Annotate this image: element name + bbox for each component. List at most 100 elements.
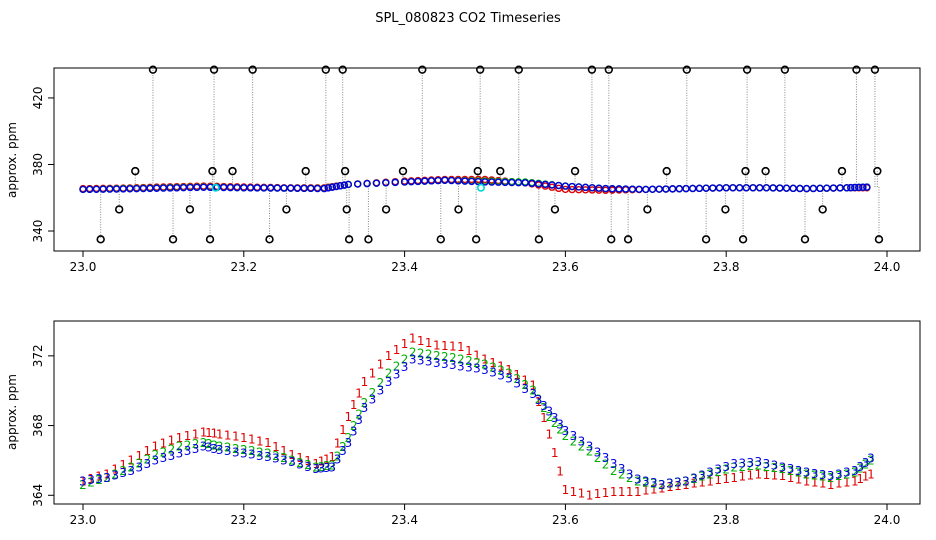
outlier-point <box>837 166 847 176</box>
data-point-series-3: 3 <box>355 413 363 427</box>
bottom-plot-frame <box>53 320 921 505</box>
data-point-series-1: 1 <box>602 486 610 500</box>
data-point-blue <box>514 178 523 187</box>
data-point-series-2: 2 <box>393 359 401 373</box>
data-point-series-2: 2 <box>160 445 168 459</box>
data-point-series-3: 3 <box>184 444 192 458</box>
data-point-blue <box>206 183 215 192</box>
data-point-series-1: 1 <box>658 481 666 495</box>
data-point-series-3: 3 <box>409 352 417 366</box>
data-point-series-1: 1 <box>87 472 95 486</box>
data-point-series-2: 2 <box>143 452 151 466</box>
data-point-series-3: 3 <box>556 417 564 431</box>
data-point-series-2: 2 <box>216 439 224 453</box>
data-point-series-3: 3 <box>722 460 730 474</box>
data-point-series-3: 3 <box>248 448 256 462</box>
data-point-series-2: 2 <box>328 459 336 473</box>
outlier-point <box>471 235 481 244</box>
data-point-series-2: 2 <box>674 476 682 490</box>
data-point-blue <box>400 178 409 186</box>
data-point-series-2: 2 <box>288 453 296 467</box>
data-point-series-3: 3 <box>385 375 393 389</box>
data-point-series-2: 2 <box>835 469 843 483</box>
data-point-blue <box>528 179 536 188</box>
data-point-blue <box>662 185 670 193</box>
data-point-series-1: 1 <box>103 467 111 481</box>
data-point-series-1: 1 <box>205 426 213 440</box>
top-panel: 23.0 23.2 23.4 23.6 23.8 24.0 340 380 420 appro… <box>5 65 921 274</box>
data-point-series-1: 1 <box>586 488 594 502</box>
data-point-series-2: 2 <box>256 445 264 459</box>
data-point-series-2: 2 <box>610 464 618 478</box>
data-point-series-2: 2 <box>465 354 473 368</box>
data-point-series-1: 1 <box>521 373 529 387</box>
data-point-series-2: 2 <box>441 350 449 364</box>
x-tick-label: 23.2 <box>230 513 257 527</box>
data-point-blue <box>340 181 348 189</box>
data-point-blue <box>776 184 784 192</box>
data-point-series-3: 3 <box>489 366 497 380</box>
outlier-point <box>342 205 351 214</box>
data-point-series-3: 3 <box>674 476 682 490</box>
data-point-series-1: 1 <box>401 337 409 351</box>
data-point-series-1: 1 <box>355 387 363 401</box>
data-point-series-1: 1 <box>385 349 393 363</box>
data-point-series-2: 2 <box>787 464 795 478</box>
outlier-point <box>604 65 614 74</box>
outlier-point <box>607 235 616 244</box>
data-point-series-3: 3 <box>513 377 521 391</box>
data-point-series-2: 2 <box>540 401 548 415</box>
data-point-series-2: 2 <box>698 470 706 484</box>
x-tick-label: 23.8 <box>713 260 740 274</box>
outlier-point <box>205 235 215 244</box>
data-point-series-1: 1 <box>489 356 497 370</box>
data-point-series-2: 2 <box>738 460 746 474</box>
data-point-series-3: 3 <box>714 463 722 477</box>
data-point-series-3: 3 <box>755 455 763 469</box>
outlier-point <box>514 65 523 74</box>
data-point-blue <box>92 185 101 193</box>
data-point-series-2: 2 <box>232 442 240 456</box>
data-point-series-2: 2 <box>176 439 184 453</box>
data-point-blue <box>655 185 663 193</box>
data-point-series-2: 2 <box>755 459 763 473</box>
data-point-blue <box>494 178 503 186</box>
data-point-series-2: 2 <box>192 437 200 451</box>
data-point-series-3: 3 <box>521 382 529 396</box>
data-point-series-1: 1 <box>457 340 465 354</box>
data-point-series-1: 1 <box>819 477 827 491</box>
data-point-series-1: 1 <box>168 434 176 448</box>
data-point-series-3: 3 <box>350 424 358 438</box>
data-point-blue <box>782 184 791 192</box>
data-point-blue <box>273 184 281 192</box>
data-point-series-2: 2 <box>323 459 331 473</box>
data-point-series-1: 1 <box>618 485 626 499</box>
data-point-blue <box>199 183 208 191</box>
data-point-series-2: 2 <box>618 467 626 481</box>
data-point-series-3: 3 <box>594 445 602 459</box>
data-point-blue <box>119 185 127 193</box>
data-point-blue <box>702 184 710 192</box>
data-point-series-3: 3 <box>610 457 618 471</box>
data-point-series-3: 3 <box>240 446 248 460</box>
y-tick-label: 380 <box>31 153 45 176</box>
data-point-blue <box>313 184 322 193</box>
data-point-series-1: 1 <box>318 455 326 469</box>
data-point-series-1: 1 <box>535 395 543 409</box>
data-point-series-1: 1 <box>771 469 779 483</box>
data-point-series-2: 2 <box>746 459 754 473</box>
data-point-series-1: 1 <box>610 485 618 499</box>
data-point-series-2: 2 <box>433 349 441 363</box>
data-point-series-2: 2 <box>135 456 143 470</box>
data-point-blue <box>622 185 630 193</box>
data-point-series-3: 3 <box>473 362 481 376</box>
data-point-series-2: 2 <box>334 449 342 463</box>
data-point-series-1: 1 <box>369 366 377 380</box>
data-point-series-3: 3 <box>795 464 803 478</box>
outlier-point <box>873 166 882 176</box>
data-point-series-3: 3 <box>312 462 320 476</box>
data-point-blue <box>675 185 683 193</box>
data-point-series-3: 3 <box>304 460 312 474</box>
